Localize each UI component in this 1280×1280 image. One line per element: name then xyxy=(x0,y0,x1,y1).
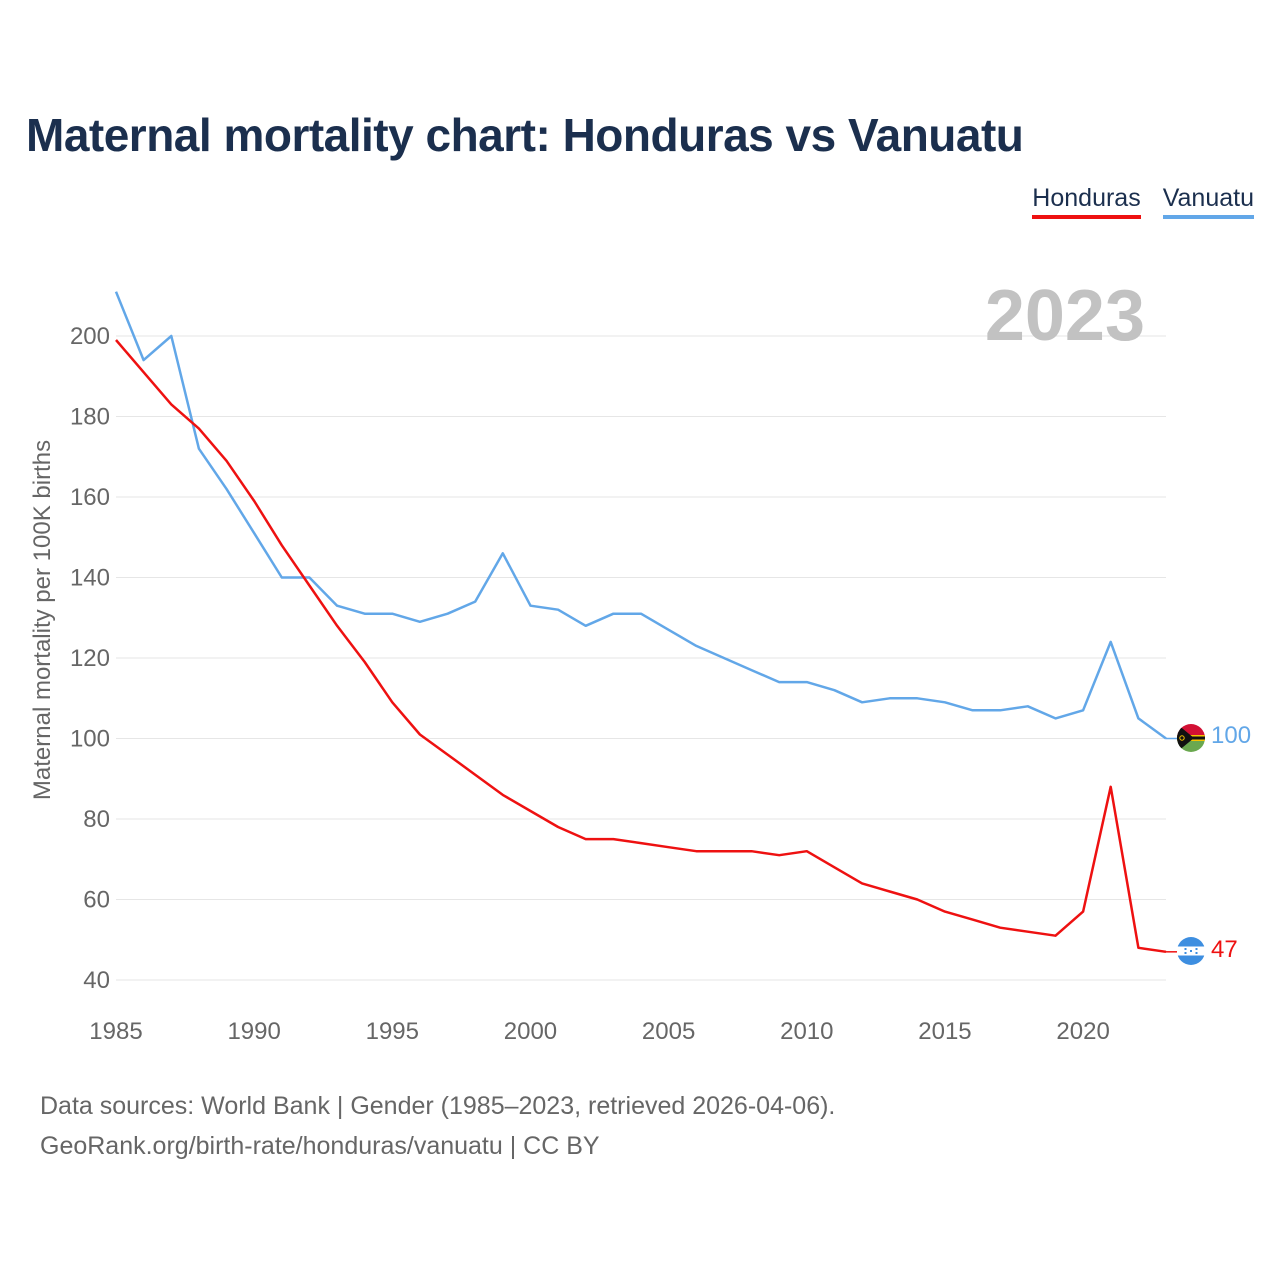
y-tick-180: 180 xyxy=(70,404,110,431)
flag-vanuatu xyxy=(1177,724,1205,752)
series-line-vanuatu[interactable] xyxy=(114,291,1167,740)
end-value-honduras: 47 xyxy=(1211,936,1238,963)
legend-vanuatu[interactable]: Vanuatu xyxy=(1162,184,1254,219)
x-tick-1985: 1985 xyxy=(89,1018,142,1045)
flag-honduras xyxy=(1177,937,1205,965)
x-tick-2000: 2000 xyxy=(504,1018,557,1045)
x-tick-1995: 1995 xyxy=(366,1018,419,1045)
y-tick-200: 200 xyxy=(70,323,110,350)
grid-lines xyxy=(116,335,1166,981)
chart-title: Maternal mortality chart: Honduras vs Va… xyxy=(26,109,1024,161)
legend-honduras[interactable]: Honduras xyxy=(1032,184,1141,219)
end-value-vanuatu: 100 xyxy=(1211,722,1251,749)
series-line-honduras[interactable] xyxy=(115,339,1167,954)
x-tick-2020: 2020 xyxy=(1056,1018,1109,1045)
y-tick-160: 160 xyxy=(70,484,110,511)
footer: Data sources: World Bank | Gender (1985–… xyxy=(40,1086,835,1166)
x-tick-2015: 2015 xyxy=(918,1018,971,1045)
y-tick-140: 140 xyxy=(70,565,110,592)
y-tick-60: 60 xyxy=(83,887,110,914)
y-tick-100: 100 xyxy=(70,726,110,753)
y-tick-80: 80 xyxy=(83,806,110,833)
x-tick-2010: 2010 xyxy=(780,1018,833,1045)
x-tick-labels: 1985 1990 1995 2000 2005 2010 2015 2020 xyxy=(89,1018,1109,1045)
data-source-note: Data sources: World Bank | Gender (1985–… xyxy=(40,1092,836,1120)
y-tick-labels: 40 60 80 100 120 140 160 180 200 xyxy=(70,323,110,994)
series-lines xyxy=(114,291,1177,954)
line-chart: 40 60 80 100 120 140 160 180 200 1985 1990 1995 200… xyxy=(29,276,1251,1045)
source-link[interactable]: GeoRank.org/birth-rate/honduras/vanuatu … xyxy=(40,1132,600,1160)
y-tick-120: 120 xyxy=(70,645,110,672)
y-axis-label: Maternal mortality per 100K births xyxy=(29,440,56,800)
y-tick-40: 40 xyxy=(83,967,110,994)
x-tick-2005: 2005 xyxy=(642,1018,695,1045)
x-tick-1990: 1990 xyxy=(227,1018,280,1045)
year-watermark: 2023 xyxy=(985,276,1145,356)
legend: Honduras Vanuatu xyxy=(1032,184,1254,219)
